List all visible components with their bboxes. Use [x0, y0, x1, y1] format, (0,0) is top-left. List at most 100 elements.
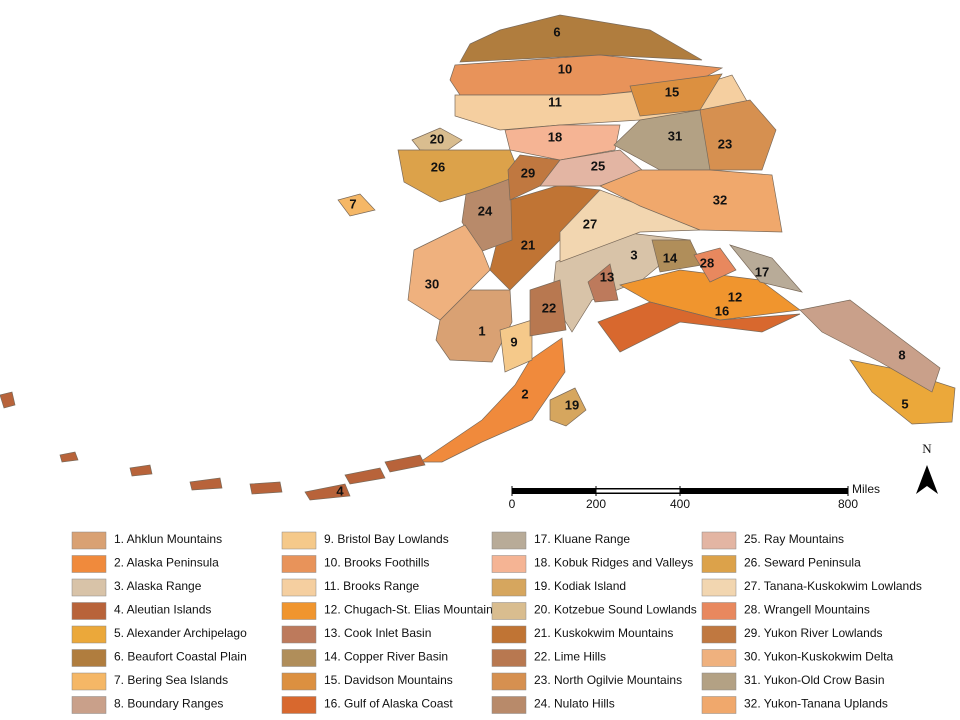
- legend-swatch: [491, 696, 527, 714]
- region-label: 5: [901, 396, 908, 411]
- region-label: 26: [431, 159, 445, 174]
- region-shape: [459, 14, 703, 63]
- region-shape: [597, 301, 801, 353]
- region-shape: [189, 477, 223, 491]
- legend-label: 32. Yukon-Tanana Uplands: [744, 697, 888, 711]
- scale-unit: Miles: [852, 482, 880, 496]
- region-shape: [699, 99, 777, 171]
- region-label: 1: [478, 323, 485, 338]
- north-label: N: [922, 441, 932, 456]
- legend-swatch: [701, 602, 737, 620]
- legend-label: 3. Alaska Range: [114, 579, 202, 593]
- legend-label: 6. Beaufort Coastal Plain: [114, 650, 247, 664]
- legend-swatch: [491, 602, 527, 620]
- region-label: 16: [715, 303, 729, 318]
- scale-bar-segment: [596, 489, 680, 493]
- region-label: 32: [713, 192, 727, 207]
- region-label: 19: [565, 397, 579, 412]
- region-shape: [411, 127, 463, 153]
- legend-label: 2. Alaska Peninsula: [114, 556, 219, 570]
- legend-swatch: [281, 555, 317, 573]
- region-shape: [59, 451, 79, 463]
- legend-swatch: [281, 672, 317, 691]
- legend-label: 17. Kluane Range: [534, 532, 630, 546]
- legend-swatch: [491, 555, 527, 573]
- legend-swatch: [701, 649, 737, 667]
- legend-swatch: [71, 555, 107, 573]
- region-label: 23: [718, 136, 732, 151]
- region-shape: [507, 154, 561, 201]
- legend-label: 15. Davidson Mountains: [324, 673, 453, 687]
- region-shape: [729, 244, 803, 293]
- region-label: 31: [668, 128, 682, 143]
- region-label: 18: [548, 129, 562, 144]
- region-shape: [337, 193, 376, 217]
- region-label: 27: [583, 216, 597, 231]
- region-shape: [304, 483, 351, 501]
- map: 1234567891011121314151617181920212223242…: [0, 14, 956, 501]
- legend-label: 12. Chugach-St. Elias Mountains: [324, 603, 499, 617]
- region-label: 29: [521, 165, 535, 180]
- region-label: 6: [553, 24, 560, 39]
- legend-label: 11. Brooks Range: [324, 579, 419, 593]
- legend-label: 23. North Ogilvie Mountains: [534, 673, 682, 687]
- region-shape: [0, 391, 16, 409]
- legend-swatch: [71, 531, 107, 550]
- legend-swatch: [491, 672, 527, 691]
- legend-label: 28. Wrangell Mountains: [744, 603, 870, 617]
- region-shape: [384, 454, 426, 473]
- region-shape: [397, 149, 521, 203]
- region-label: 21: [521, 237, 535, 252]
- legend-swatch: [701, 578, 737, 597]
- legend-swatch: [281, 578, 317, 597]
- legend-label: 16. Gulf of Alaska Coast: [324, 697, 453, 711]
- legend-swatch: [71, 672, 107, 691]
- legend-label: 10. Brooks Foothills: [324, 556, 429, 570]
- region-shape: [407, 224, 491, 321]
- region-shape: [613, 109, 711, 171]
- region-shape: [499, 319, 533, 373]
- legend-swatch: [71, 649, 107, 667]
- legend-swatch: [701, 625, 737, 644]
- legend-swatch: [701, 555, 737, 573]
- legend-label: 5. Alexander Archipelago: [114, 626, 247, 640]
- legend-swatch: [71, 578, 107, 597]
- legend-swatch: [701, 696, 737, 714]
- legend-label: 9. Bristol Bay Lowlands: [324, 532, 449, 546]
- legend-swatch: [281, 649, 317, 667]
- legend-swatch: [281, 625, 317, 644]
- legend-label: 21. Kuskokwim Mountains: [534, 626, 673, 640]
- legend: 1. Ahklun Mountains 2. Alaska Peninsula 3.…: [71, 531, 922, 714]
- legend-label: 27. Tanana-Kuskokwim Lowlands: [744, 579, 922, 593]
- legend-label: 13. Cook Inlet Basin: [324, 626, 431, 640]
- legend-swatch: [71, 602, 107, 620]
- scale-tick-label: 200: [586, 497, 606, 511]
- legend-label: 1. Ahklun Mountains: [114, 532, 222, 546]
- region-label: 22: [542, 300, 556, 315]
- legend-label: 8. Boundary Ranges: [114, 697, 223, 711]
- region-shape: [693, 247, 737, 283]
- region-label: 14: [663, 250, 678, 265]
- legend-label: 18. Kobuk Ridges and Valleys: [534, 556, 693, 570]
- scale-tick-label: 400: [670, 497, 690, 511]
- region-label: 3: [630, 247, 637, 262]
- region-shape: [799, 299, 941, 393]
- region-label: 10: [558, 61, 572, 76]
- north-arrow: N: [916, 441, 938, 494]
- legend-swatch: [491, 578, 527, 597]
- legend-swatch: [281, 531, 317, 550]
- region-label: 2: [521, 386, 528, 401]
- legend-label: 26. Seward Peninsula: [744, 556, 861, 570]
- region-label: 24: [478, 203, 493, 218]
- legend-label: 14. Copper River Basin: [324, 650, 448, 664]
- legend-label: 31. Yukon-Old Crow Basin: [744, 673, 885, 687]
- region-label: 8: [898, 347, 905, 362]
- region-shape: [599, 169, 783, 233]
- legend-swatch: [701, 531, 737, 550]
- north-arrow-shape: [916, 465, 938, 494]
- legend-label: 24. Nulato Hills: [534, 697, 615, 711]
- legend-swatch: [71, 696, 107, 714]
- legend-label: 20. Kotzebue Sound Lowlands: [534, 603, 697, 617]
- region-label: 11: [548, 94, 562, 109]
